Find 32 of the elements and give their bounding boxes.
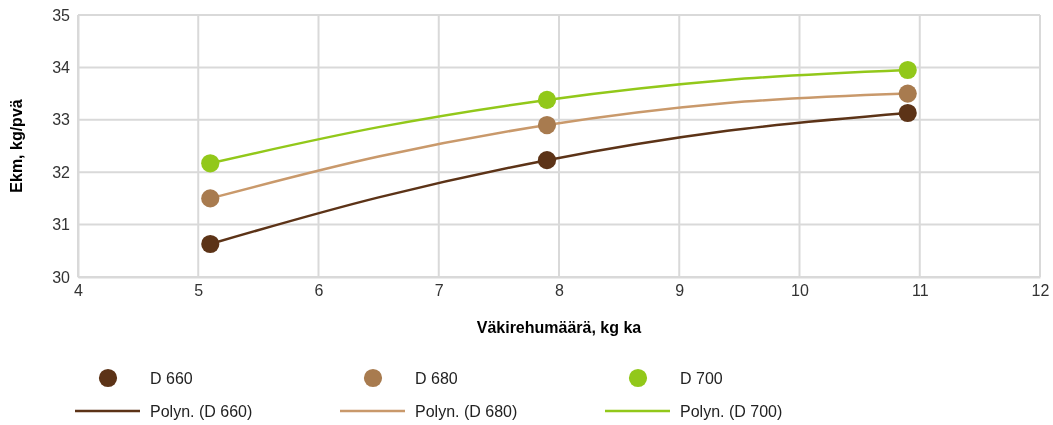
y-tick-label: 34 (52, 59, 71, 77)
legend-label: D 700 (680, 370, 723, 387)
legend-label: Polyn. (D 660) (150, 403, 253, 420)
x-tick-label: 4 (74, 282, 84, 300)
y-tick-label: 31 (52, 216, 71, 234)
x-tick-label: 9 (675, 282, 685, 300)
point (201, 234, 220, 254)
point (537, 90, 557, 109)
point (201, 154, 220, 173)
point (537, 115, 557, 135)
y-tick-label: 30 (52, 268, 71, 286)
x-tick-label: 6 (314, 282, 324, 300)
point (898, 60, 917, 80)
point (537, 151, 557, 170)
x-tick-label: 10 (791, 282, 809, 300)
x-axis-title: Väkirehumäärä, kg ka (476, 319, 642, 336)
legend-label: D 680 (415, 370, 458, 387)
x-tick-label: 7 (434, 282, 444, 300)
x-tick-label: 12 (1031, 282, 1050, 300)
y-tick-label: 35 (52, 6, 71, 24)
point (898, 103, 917, 123)
y-tick-label: 32 (52, 163, 71, 181)
y-tick-label: 33 (52, 111, 71, 129)
point (201, 189, 220, 208)
x-tick-label: 5 (194, 282, 204, 300)
legend-label: D 660 (150, 370, 193, 387)
x-tick-label: 8 (555, 282, 565, 300)
legend-label: Polyn. (D 680) (415, 403, 518, 420)
point (898, 84, 917, 103)
legend-label: Polyn. (D 700) (680, 403, 783, 420)
y-axis-title: Ekm, kg/pvä (8, 99, 25, 193)
x-tick-label: 11 (911, 282, 929, 300)
